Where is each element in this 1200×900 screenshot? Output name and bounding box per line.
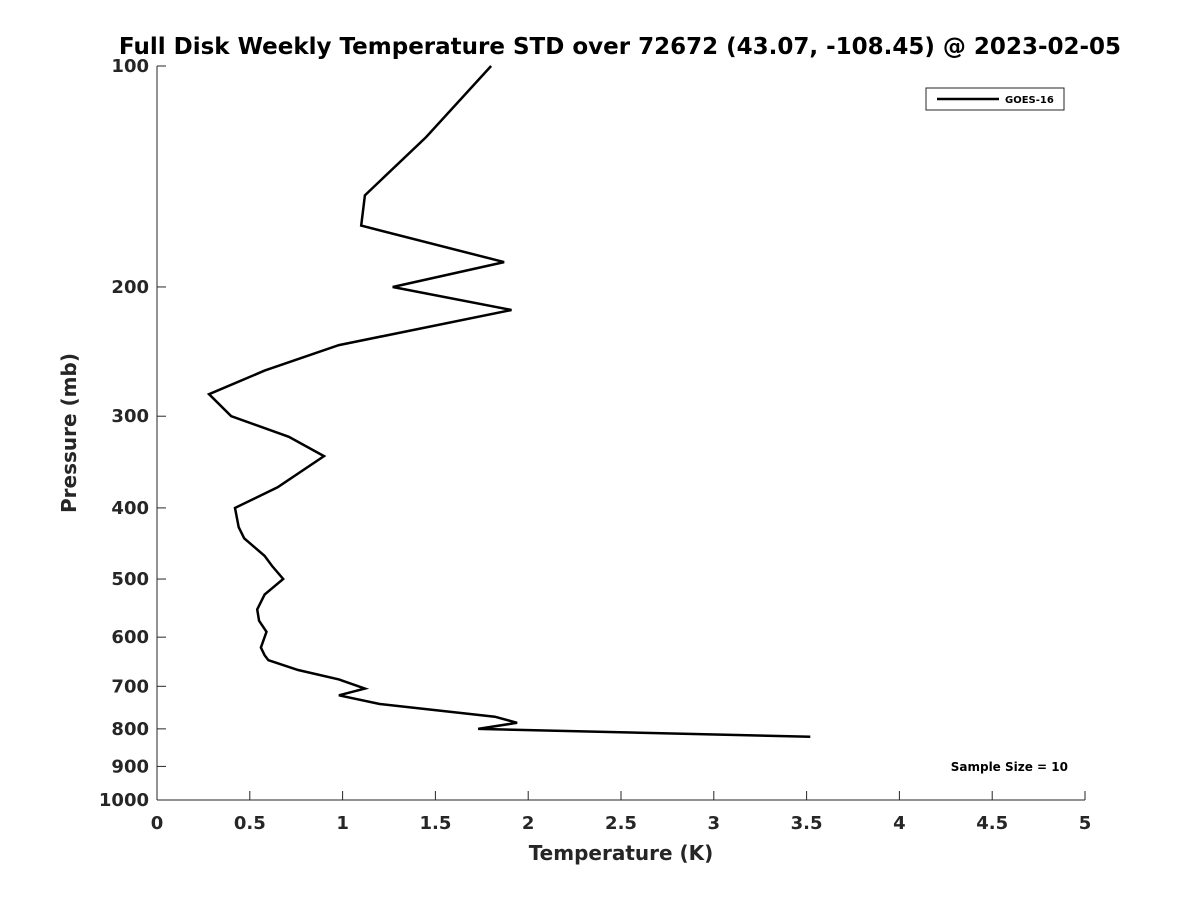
y-tick-label: 300 <box>111 406 149 427</box>
sample-size-annotation: Sample Size = 10 <box>951 760 1068 774</box>
y-tick-label: 200 <box>111 277 149 298</box>
y-axis-label: Pressure (mb) <box>57 353 81 513</box>
x-tick-label: 2 <box>522 813 535 834</box>
x-axis-label: Temperature (K) <box>529 841 714 865</box>
x-tick-label: 0 <box>151 813 164 834</box>
x-tick-label: 3 <box>708 813 721 834</box>
y-tick-label: 700 <box>111 676 149 697</box>
y-tick-label: 400 <box>111 498 149 519</box>
x-tick-label: 0.5 <box>234 813 266 834</box>
x-axis-ticks: 0 0.5 1 1.5 2 2.5 3 3.5 4 4.5 5 <box>151 791 1092 834</box>
series-layer <box>206 65 811 738</box>
chart-title: Full Disk Weekly Temperature STD over 72… <box>119 34 1121 60</box>
y-tick-label: 900 <box>111 756 149 777</box>
legend-entry: GOES-16 <box>1005 95 1054 106</box>
x-tick-label: 3.5 <box>791 813 823 834</box>
y-axis-ticks: 100 200 300 400 500 600 700 800 900 1000 <box>99 56 166 811</box>
x-tick-label: 5 <box>1079 813 1092 834</box>
series-line-goes-16 <box>206 65 811 738</box>
y-tick-label: 500 <box>111 569 149 590</box>
x-tick-label: 1 <box>336 813 349 834</box>
y-tick-label: 600 <box>111 627 149 648</box>
legend: GOES-16 <box>925 87 1065 111</box>
x-tick-label: 4 <box>893 813 906 834</box>
y-tick-label: 1000 <box>99 790 149 811</box>
y-tick-label: 800 <box>111 719 149 740</box>
x-tick-label: 4.5 <box>976 813 1008 834</box>
x-tick-label: 2.5 <box>605 813 637 834</box>
x-tick-label: 1.5 <box>419 813 451 834</box>
plot-area <box>157 66 1085 800</box>
y-tick-label: 100 <box>111 56 149 77</box>
